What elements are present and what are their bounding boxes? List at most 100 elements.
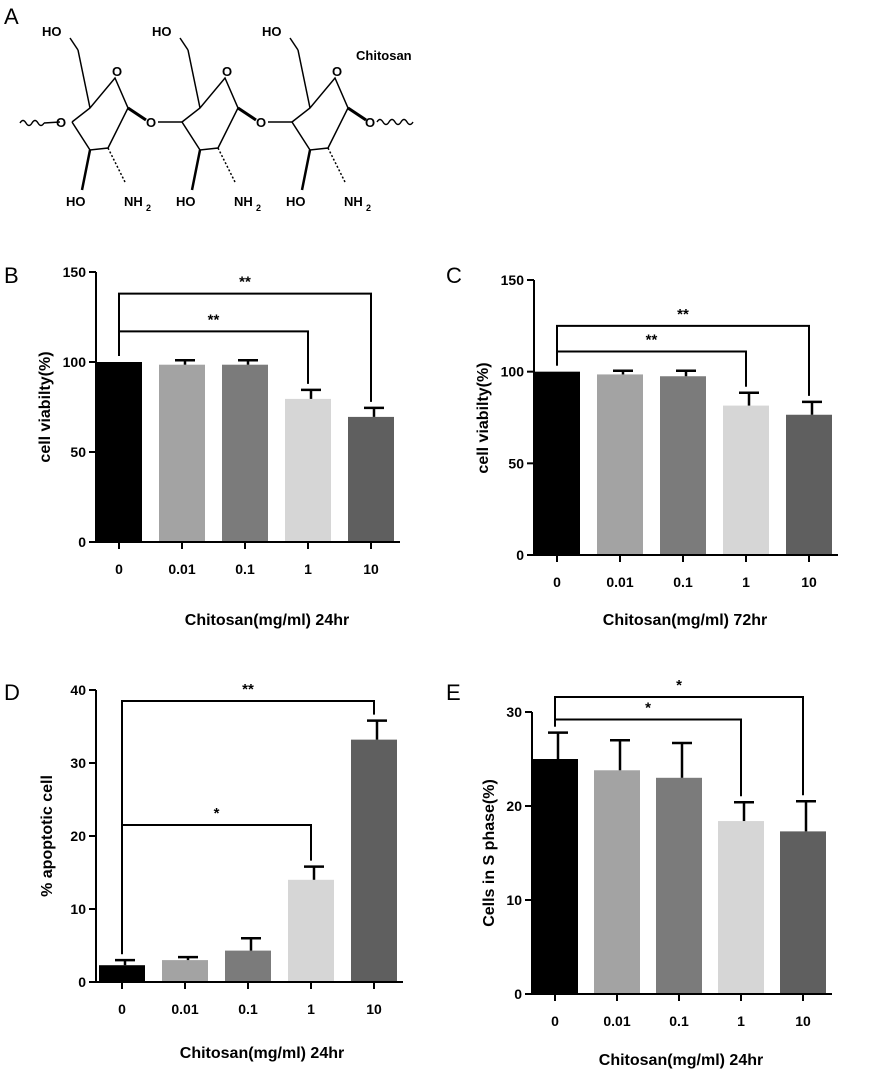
y-tick-label: 20: [70, 828, 86, 844]
bar-0.1: [222, 364, 268, 542]
y-tick-label: 150: [63, 264, 87, 280]
x-tick-label: 10: [366, 1001, 382, 1017]
x-tick-label: 0: [553, 574, 561, 590]
ring-oxygen-3: O: [332, 64, 342, 79]
y-tick-label: 0: [514, 986, 522, 1002]
chain-wave-right: [376, 118, 414, 126]
y-tick-label: 100: [63, 354, 87, 370]
x-tick-label: 10: [801, 574, 817, 590]
significance-bracket: [118, 330, 309, 384]
panel-letter-b: B: [4, 263, 19, 288]
bond-left: [43, 121, 61, 124]
hydroxyl-top-3: HO: [262, 24, 282, 39]
y-tick-label: 50: [508, 455, 524, 471]
bar-0.01: [159, 364, 205, 542]
y-tick-label: 30: [506, 704, 522, 720]
bar-1: [723, 405, 769, 555]
significance-bracket: [118, 292, 372, 402]
hydroxyl-top-2: HO: [152, 24, 172, 39]
significance-bracket: [121, 824, 312, 955]
significance-bracket: [556, 350, 747, 387]
bar-0: [99, 965, 145, 982]
x-tick-label: 1: [307, 1001, 315, 1017]
hydroxyl-bottom-3: HO: [286, 194, 306, 209]
y-tick-label: 0: [516, 547, 524, 563]
amine-2: NH: [234, 194, 253, 209]
y-tick-label: 150: [501, 272, 525, 288]
bar-0: [534, 371, 580, 555]
bar-10: [351, 739, 397, 982]
panel-letter-e: E: [446, 680, 461, 705]
x-tick-label: 10: [795, 1013, 811, 1029]
x-tick-label: 0.01: [606, 574, 633, 590]
bar-1: [285, 398, 331, 542]
y-tick-label: 20: [506, 798, 522, 814]
significance-label: *: [214, 805, 220, 822]
x-tick-label: 1: [737, 1013, 745, 1029]
significance-label: **: [239, 274, 251, 291]
y-axis-label: cell viabilty(%): [37, 351, 54, 462]
x-tick-label: 1: [304, 561, 312, 577]
x-tick-label: 0: [551, 1013, 559, 1029]
y-tick-label: 50: [70, 444, 86, 460]
chitosan-title: Chitosan: [356, 48, 412, 63]
x-tick-label: 0.1: [238, 1001, 258, 1017]
chain-wave-left: [19, 119, 45, 127]
y-tick-label: 30: [70, 755, 86, 771]
amine-sub-3: 2: [366, 203, 371, 213]
bar-0.1: [660, 376, 706, 555]
ring-oxygen-2: O: [222, 64, 232, 79]
y-tick-label: 100: [501, 364, 525, 380]
bar-10: [348, 416, 394, 542]
x-axis-label: Chitosan(mg/ml) 24hr: [185, 612, 349, 629]
glycosidic-oxygen-1: O: [146, 115, 156, 130]
bar-0.1: [656, 777, 702, 994]
bar-0.01: [594, 770, 640, 994]
amine-1: NH: [124, 194, 143, 209]
significance-label: **: [242, 681, 254, 698]
significance-bracket: [554, 695, 804, 796]
chart-panel-e: E 0 10 20 30 0 0.01 0.1 1 10 Chitosan(mg/ml) 24hr C…: [446, 677, 832, 1069]
x-tick-label: 0.01: [603, 1013, 630, 1029]
x-axis-label: Chitosan(mg/ml) 24hr: [180, 1045, 344, 1062]
amine-sub-2: 2: [256, 203, 261, 213]
chart-panel-d: D 0 10 20 30 40 0 0.01 0.1 1 10 Chitosan(mg/ml) 24h…: [4, 680, 403, 1062]
y-axis-label: % apoptotic cell: [39, 775, 56, 897]
bar-1: [288, 879, 334, 982]
significance-label: **: [646, 332, 658, 349]
bar-10: [786, 414, 832, 555]
y-tick-label: 10: [70, 901, 86, 917]
x-tick-label: 0.1: [669, 1013, 689, 1029]
y-tick-label: 0: [78, 534, 86, 550]
glycosidic-oxygen-right: O: [365, 115, 375, 130]
hydroxyl-top-1: HO: [42, 24, 62, 39]
y-tick-label: 40: [70, 682, 86, 698]
x-tick-label: 0: [118, 1001, 126, 1017]
hydroxyl-bottom-2: HO: [176, 194, 196, 209]
glucosamine-ring-1: O HO HO NH 2: [42, 24, 151, 213]
panel-letter-a: A: [4, 4, 19, 29]
x-tick-label: 0.01: [168, 561, 195, 577]
bar-0: [532, 759, 578, 994]
panel-letter-c: C: [446, 263, 462, 288]
x-axis-label: Chitosan(mg/ml) 72hr: [603, 612, 767, 629]
significance-bracket: [121, 699, 375, 955]
x-tick-label: 1: [742, 574, 750, 590]
y-axis-label: Cells in S phase(%): [481, 779, 498, 927]
significance-label: **: [208, 311, 220, 328]
y-tick-label: 0: [78, 974, 86, 990]
bar-1: [718, 821, 764, 994]
hydroxyl-bottom-1: HO: [66, 194, 86, 209]
x-axis-label: Chitosan(mg/ml) 24hr: [599, 1052, 763, 1069]
x-tick-label: 0.01: [171, 1001, 198, 1017]
significance-bracket: [556, 324, 810, 396]
glycosidic-oxygen-left: O: [56, 115, 66, 130]
ring-oxygen-1: O: [112, 64, 122, 79]
bar-0.01: [162, 960, 208, 982]
bar-0.1: [225, 950, 271, 982]
significance-label: *: [645, 700, 651, 717]
y-tick-label: 10: [506, 892, 522, 908]
chart-panel-c: C 0 50 100 150 0 0.01 0.1 1 10 Chitosan(mg/ml) 72h…: [446, 263, 838, 629]
